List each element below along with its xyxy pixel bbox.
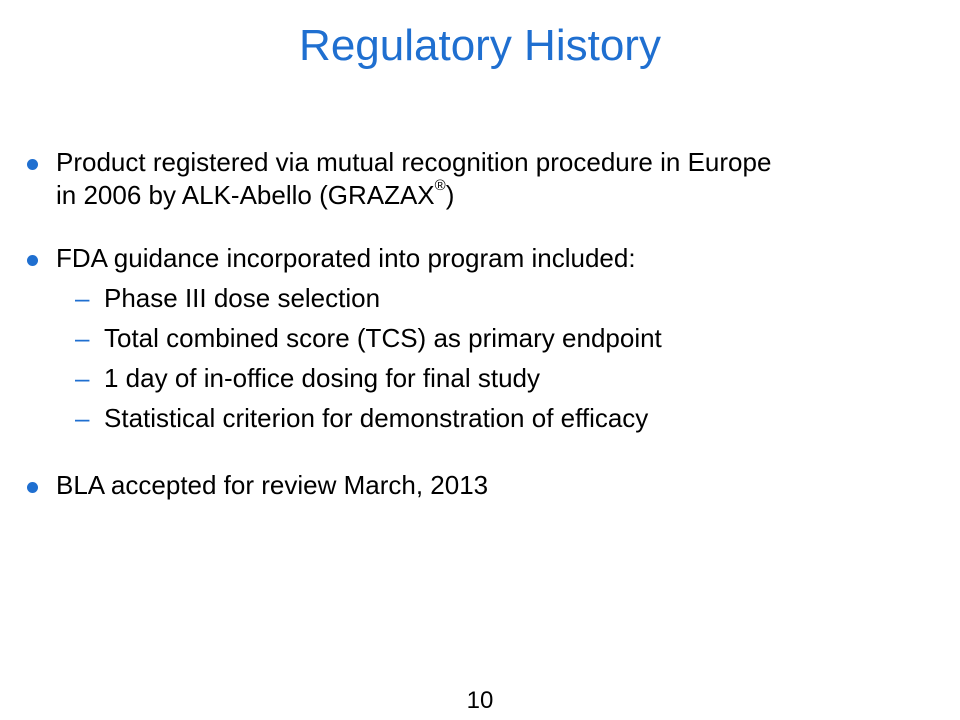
sub-bullet-text: Statistical criterion for demonstration … <box>104 403 649 433</box>
dash-icon: – <box>75 323 90 353</box>
dash-icon: – <box>75 283 90 313</box>
bullet-text-line2-post: ) <box>445 180 455 210</box>
bullet-dot-icon <box>27 255 38 266</box>
bullet-text-line2: in 2006 by ALK-Abello (GRAZAX®) <box>56 177 946 212</box>
sub-bullet-text: Total combined score (TCS) as primary en… <box>104 323 662 353</box>
slide-title: Regulatory History <box>299 21 661 70</box>
bullet-text: BLA accepted for review March, 2013 <box>56 470 489 500</box>
dash-icon: – <box>75 363 90 393</box>
bullet-text: FDA guidance incorporated into program i… <box>56 243 636 273</box>
bullet-text-line2-pre: in 2006 by ALK-Abello (GRAZAX <box>56 180 435 210</box>
dash-icon: – <box>75 403 90 433</box>
sub-bullet-text: 1 day of in-office dosing for final stud… <box>104 363 540 393</box>
bullet-text: Product registered via mutual recognitio… <box>56 146 946 212</box>
sub-bullet-text: Phase III dose selection <box>104 283 381 313</box>
bullet-text-line1: Product registered via mutual recognitio… <box>56 147 772 177</box>
bullet-dot-icon <box>27 159 38 170</box>
registered-mark: ® <box>434 177 446 195</box>
page-number: 10 <box>466 687 494 714</box>
bullet-dot-icon <box>27 482 38 493</box>
